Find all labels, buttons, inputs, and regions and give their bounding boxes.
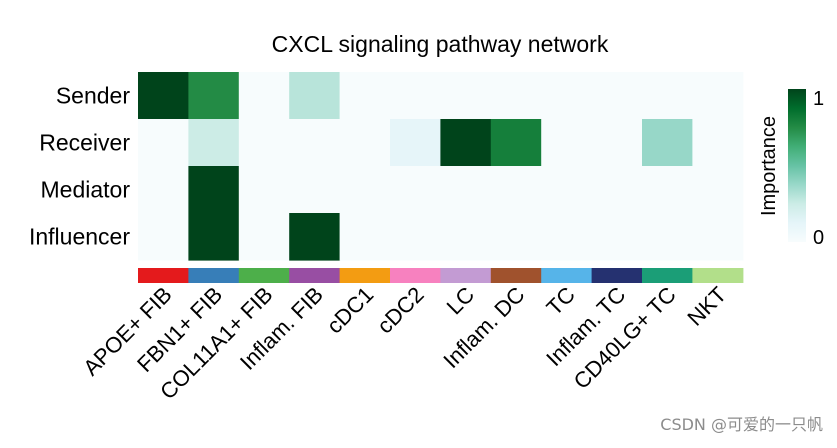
heatmap-cell xyxy=(188,213,240,261)
heatmap-cell xyxy=(490,72,542,120)
heatmap-cell xyxy=(390,119,441,167)
heatmap-cell xyxy=(339,166,391,214)
heatmap-cell xyxy=(642,166,693,214)
column-label: cDC2 xyxy=(372,282,429,339)
heatmap-cell xyxy=(440,166,492,214)
column-label: cDC1 xyxy=(322,282,379,339)
row-labels: Sender Receiver Mediator Influencer xyxy=(29,83,130,250)
heatmap-cell xyxy=(591,213,643,261)
column-label: TC xyxy=(542,282,580,320)
heatmap-cell xyxy=(390,72,441,120)
heatmap-cell xyxy=(490,213,542,261)
column-annotation-swatch xyxy=(339,268,391,283)
row-label: Receiver xyxy=(39,130,130,156)
heatmap-cell xyxy=(541,119,593,167)
heatmap-cell xyxy=(591,166,643,214)
heatmap-cell xyxy=(138,119,189,167)
heatmap-cell xyxy=(289,166,341,214)
column-label: NKT xyxy=(682,282,731,331)
column-annotation-swatch xyxy=(390,268,441,283)
colorbar-max-label: 1 xyxy=(813,88,824,110)
heatmap-cell xyxy=(541,213,593,261)
heatmap-cell xyxy=(541,72,593,120)
heatmap-cell xyxy=(440,72,492,120)
row-label: Mediator xyxy=(41,177,131,203)
colorbar-min-label: 0 xyxy=(813,227,824,249)
heatmap-cell xyxy=(692,119,744,167)
colorbar-gradient xyxy=(788,89,806,242)
row-label: Influencer xyxy=(29,224,130,250)
heatmap-cell xyxy=(138,72,189,120)
colorbar: 1 0 Importance xyxy=(758,88,824,249)
colorbar-title: Importance xyxy=(758,116,780,216)
heatmap-cell xyxy=(289,119,341,167)
heatmap-cell xyxy=(642,119,693,167)
heatmap-cell xyxy=(238,213,290,261)
column-annotation-swatch xyxy=(440,268,492,283)
column-annotation-swatch xyxy=(188,268,240,283)
heatmap-cell xyxy=(138,166,189,214)
heatmap-cell xyxy=(238,166,290,214)
heatmap-cell xyxy=(289,213,341,261)
heatmap-cell xyxy=(692,72,744,120)
heatmap-cell xyxy=(490,119,542,167)
heatmap-cell xyxy=(339,72,391,120)
heatmap-cell xyxy=(541,166,593,214)
column-annotation-swatch xyxy=(692,268,744,283)
column-annotation-swatch xyxy=(289,268,341,283)
heatmap-cell xyxy=(642,213,693,261)
heatmap-cell xyxy=(238,119,290,167)
column-annotation-swatch xyxy=(490,268,542,283)
heatmap-cell xyxy=(188,72,240,120)
column-label: LC xyxy=(442,282,480,320)
heatmap-cell xyxy=(591,119,643,167)
heatmap-cell xyxy=(188,166,240,214)
column-annotation-swatch xyxy=(238,268,290,283)
column-annotation-bar xyxy=(138,268,744,283)
column-annotation-swatch xyxy=(591,268,643,283)
heatmap-cell xyxy=(440,213,492,261)
heatmap-cell xyxy=(390,166,441,214)
heatmap-cell xyxy=(339,213,391,261)
chart-title: CXCL signaling pathway network xyxy=(272,31,609,57)
row-label: Sender xyxy=(56,83,131,109)
heatmap-cell xyxy=(138,213,189,261)
heatmap-cell xyxy=(490,166,542,214)
heatmap-cell xyxy=(591,72,643,120)
watermark: CSDN @可爱的一只帆 xyxy=(660,415,823,434)
heatmap-cell xyxy=(440,119,492,167)
heatmap-cell xyxy=(238,72,290,120)
column-annotation-swatch xyxy=(541,268,593,283)
heatmap-cells xyxy=(138,72,744,261)
heatmap-cell xyxy=(289,72,341,120)
heatmap-cell xyxy=(692,213,744,261)
heatmap-cell xyxy=(339,119,391,167)
heatmap-cell xyxy=(692,166,744,214)
heatmap-cell xyxy=(642,72,693,120)
heatmap-cell xyxy=(390,213,441,261)
column-annotation-swatch xyxy=(642,268,693,283)
column-annotation-swatch xyxy=(138,268,189,283)
heatmap-cell xyxy=(188,119,240,167)
